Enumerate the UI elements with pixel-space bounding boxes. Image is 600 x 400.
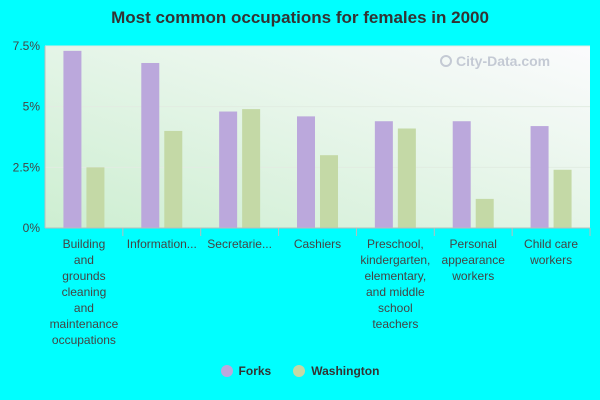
x-tick-label: Information... bbox=[127, 237, 197, 251]
x-tick-label: Child care bbox=[524, 237, 578, 251]
chart-title: Most common occupations for females in 2… bbox=[111, 8, 489, 27]
legend: Forks Washington bbox=[0, 364, 600, 378]
legend-label-forks: Forks bbox=[238, 364, 272, 378]
legend-item-forks: Forks bbox=[220, 364, 272, 378]
x-tick-label: kindergarten, bbox=[360, 253, 430, 267]
x-tick-label: workers bbox=[451, 269, 494, 283]
plot-area bbox=[45, 46, 590, 228]
x-tick-label: Preschool, bbox=[367, 237, 424, 251]
bar-washington-5 bbox=[475, 198, 494, 228]
bar-layer bbox=[63, 50, 572, 229]
watermark: City-Data.com bbox=[440, 51, 580, 71]
y-tick-label: 2.5% bbox=[13, 160, 41, 174]
axis-layer bbox=[44, 46, 591, 236]
bar-washington-1 bbox=[164, 130, 183, 228]
bar-forks-5 bbox=[452, 121, 471, 228]
x-tick-label: Personal bbox=[450, 237, 497, 251]
x-tick-label: and bbox=[74, 301, 94, 315]
x-tick-label: and bbox=[74, 253, 94, 267]
x-tick-label: school bbox=[378, 301, 413, 315]
label-layer: 0% 2.5% 5% 7.5% Building and grounds cleaning an… bbox=[13, 39, 579, 347]
bar-forks-0 bbox=[63, 50, 82, 228]
bar-forks-2 bbox=[219, 111, 238, 228]
bar-forks-3 bbox=[297, 116, 315, 228]
x-tick-label: appearance bbox=[442, 253, 506, 267]
bar-washington-2 bbox=[242, 109, 261, 228]
y-tick-label: 7.5% bbox=[13, 39, 41, 53]
magnifier-icon bbox=[440, 55, 452, 67]
bar-washington-4 bbox=[397, 128, 416, 228]
grid-layer bbox=[45, 45, 590, 168]
x-tick-label: elementary, bbox=[364, 269, 426, 283]
x-tick-label: teachers bbox=[372, 317, 418, 331]
x-tick-label: grounds bbox=[62, 269, 105, 283]
x-tick-label: Cashiers bbox=[294, 237, 341, 251]
x-tick-label: cleaning bbox=[62, 285, 107, 299]
bar-forks-1 bbox=[141, 62, 160, 229]
legend-label-washington: Washington bbox=[311, 364, 380, 378]
legend-item-washington: Washington bbox=[293, 364, 379, 378]
y-tick-label: 0% bbox=[23, 221, 41, 235]
x-tick-label: Secretarie... bbox=[207, 237, 272, 251]
x-tick-label: maintenance bbox=[50, 317, 119, 331]
x-tick-label: occupations bbox=[52, 333, 116, 347]
x-tick-label: Building bbox=[63, 237, 106, 251]
y-tick-label: 5% bbox=[23, 100, 41, 114]
legend-swatch-washington bbox=[293, 365, 306, 377]
watermark-text: City-Data.com bbox=[456, 53, 551, 69]
legend-swatch-forks bbox=[220, 365, 233, 377]
bar-forks-4 bbox=[374, 121, 393, 228]
bar-washington-6 bbox=[553, 169, 572, 228]
bar-washington-3 bbox=[320, 155, 338, 228]
x-tick-label: and middle bbox=[366, 285, 425, 299]
bar-forks-6 bbox=[530, 126, 549, 228]
bar-washington-0 bbox=[86, 167, 105, 228]
x-tick-label: workers bbox=[529, 253, 572, 267]
